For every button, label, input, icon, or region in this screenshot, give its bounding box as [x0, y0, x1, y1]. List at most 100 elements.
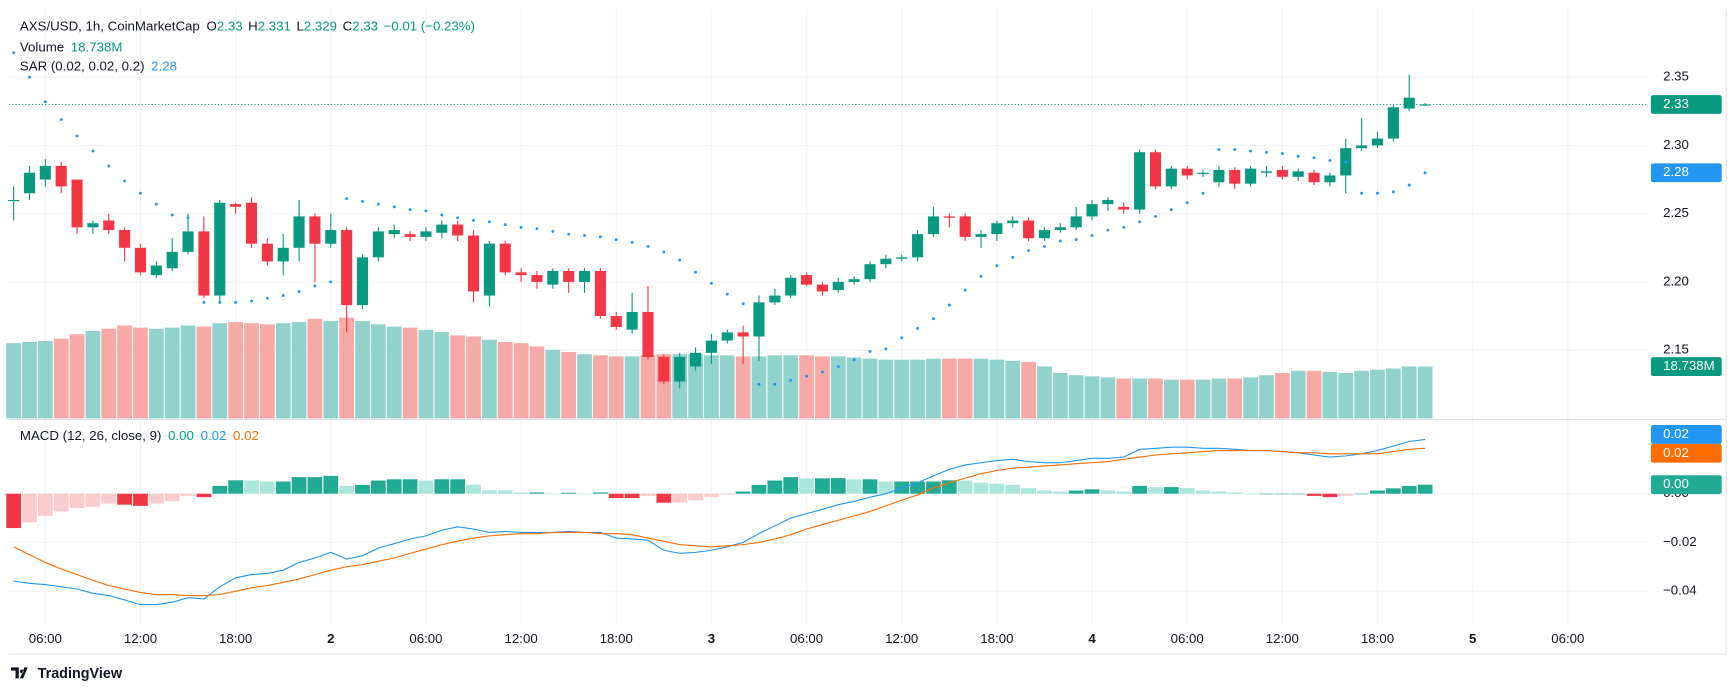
candle-body: [420, 231, 432, 237]
histogram-bar: [259, 481, 275, 494]
candle-body: [499, 243, 511, 273]
x-tick-label: 06:00: [409, 631, 442, 646]
histogram-bar: [1116, 491, 1132, 494]
x-tick-label: 06:00: [1551, 631, 1584, 646]
sar-dot: [567, 232, 571, 236]
sar-dot: [932, 317, 935, 321]
histogram-bar: [1306, 493, 1322, 496]
candle-body: [547, 270, 559, 285]
candle-body: [769, 295, 781, 303]
volume-bar: [561, 351, 577, 419]
candle-body: [87, 223, 99, 228]
candle-body: [166, 251, 178, 269]
histogram-bar: [957, 480, 973, 494]
histogram-bar: [434, 479, 450, 494]
candle-body: [1102, 200, 1114, 205]
volume-bar: [1259, 375, 1274, 419]
sar-dot: [583, 234, 586, 237]
sar-dot: [376, 202, 380, 206]
sar-dot: [820, 370, 824, 374]
histogram-bar: [846, 479, 862, 494]
candle-body: [1149, 152, 1162, 187]
volume-bar: [608, 356, 624, 419]
volume-bar: [228, 322, 244, 419]
volume-bar: [751, 356, 767, 419]
volume-bar: [466, 336, 481, 419]
logo: TradingView: [11, 666, 123, 682]
header-legend: AXS/USD, 1h, CoinMarketCap O2.33 H2.331 L2.…: [20, 18, 475, 33]
candle-body: [801, 275, 813, 285]
sar-dot: [1407, 183, 1411, 187]
volume-bar: [196, 326, 212, 419]
volume-bar: [22, 342, 37, 419]
ohlc-label: C: [343, 18, 353, 33]
sar-dot: [1027, 249, 1031, 252]
x-tick-label: 12:00: [1266, 631, 1299, 646]
ohlc-label: L: [296, 18, 303, 33]
sar-legend: SAR (0.02, 0.02, 0.2) 2.28: [20, 58, 177, 73]
volume-bar: [735, 356, 751, 419]
sar-dot: [1344, 160, 1348, 164]
volume-bar: [1021, 361, 1036, 419]
histogram-bar: [1100, 490, 1116, 494]
sar-dot: [75, 134, 79, 138]
sar-dot: [1376, 191, 1379, 195]
volume-bar: [53, 338, 69, 419]
volume-bar: [133, 327, 148, 419]
candle-body: [705, 340, 717, 353]
volume-bar: [862, 358, 878, 419]
candle-body: [182, 231, 194, 252]
candle-body: [658, 356, 670, 382]
volume-bar: [910, 359, 925, 419]
price-badge: [1650, 475, 1722, 495]
ohlc-value: 2.331: [258, 18, 291, 33]
candle-body: [1213, 169, 1225, 183]
price-badge-label: 0.02: [1663, 445, 1689, 460]
candle-body: [198, 231, 210, 296]
candle-body: [927, 216, 939, 235]
volume-bar: [355, 320, 370, 419]
sar-dot: [1391, 190, 1395, 194]
x-tick-label: 18:00: [1361, 631, 1394, 646]
volume-bar: [85, 330, 101, 419]
sar-dot: [868, 350, 872, 353]
volume-bar: [1338, 373, 1354, 419]
histogram-bar: [1227, 492, 1243, 494]
histogram-bar: [323, 475, 339, 494]
histogram-bar: [1322, 493, 1338, 498]
x-tick-label: 5: [1469, 631, 1477, 646]
sar-dot: [662, 250, 666, 254]
candle-body: [1260, 171, 1273, 173]
candle-body: [1276, 169, 1288, 177]
histogram-bar: [275, 481, 291, 494]
histogram-bar: [228, 480, 244, 494]
candle-body: [388, 230, 400, 235]
candle-body: [1165, 168, 1177, 187]
sar-dot: [154, 202, 158, 206]
sar-dot: [1312, 156, 1316, 160]
sar-dot: [947, 303, 951, 307]
volume-bar: [386, 326, 402, 419]
price-badge: [1650, 425, 1722, 444]
sar-dot: [1185, 201, 1189, 205]
x-tick-label: 06:00: [29, 631, 62, 646]
x-tick-label: 18:00: [219, 631, 252, 646]
histogram-bar: [482, 490, 497, 494]
price-badge: [1650, 443, 1722, 463]
histogram-bar: [291, 477, 307, 494]
volume-bar: [704, 355, 719, 419]
histogram-bar: [22, 493, 37, 523]
candle-body: [721, 332, 733, 341]
candle-body: [737, 332, 749, 337]
volume-bar: [307, 318, 323, 419]
sar-dot: [646, 244, 650, 248]
candle-body: [1245, 168, 1257, 184]
sar-dot: [218, 300, 222, 304]
histogram-bar: [244, 480, 259, 494]
volume-bar: [1370, 369, 1385, 419]
histogram-bar: [101, 493, 117, 504]
candle-body: [1419, 104, 1431, 106]
candle-body: [674, 356, 686, 382]
candle-body: [71, 179, 83, 228]
